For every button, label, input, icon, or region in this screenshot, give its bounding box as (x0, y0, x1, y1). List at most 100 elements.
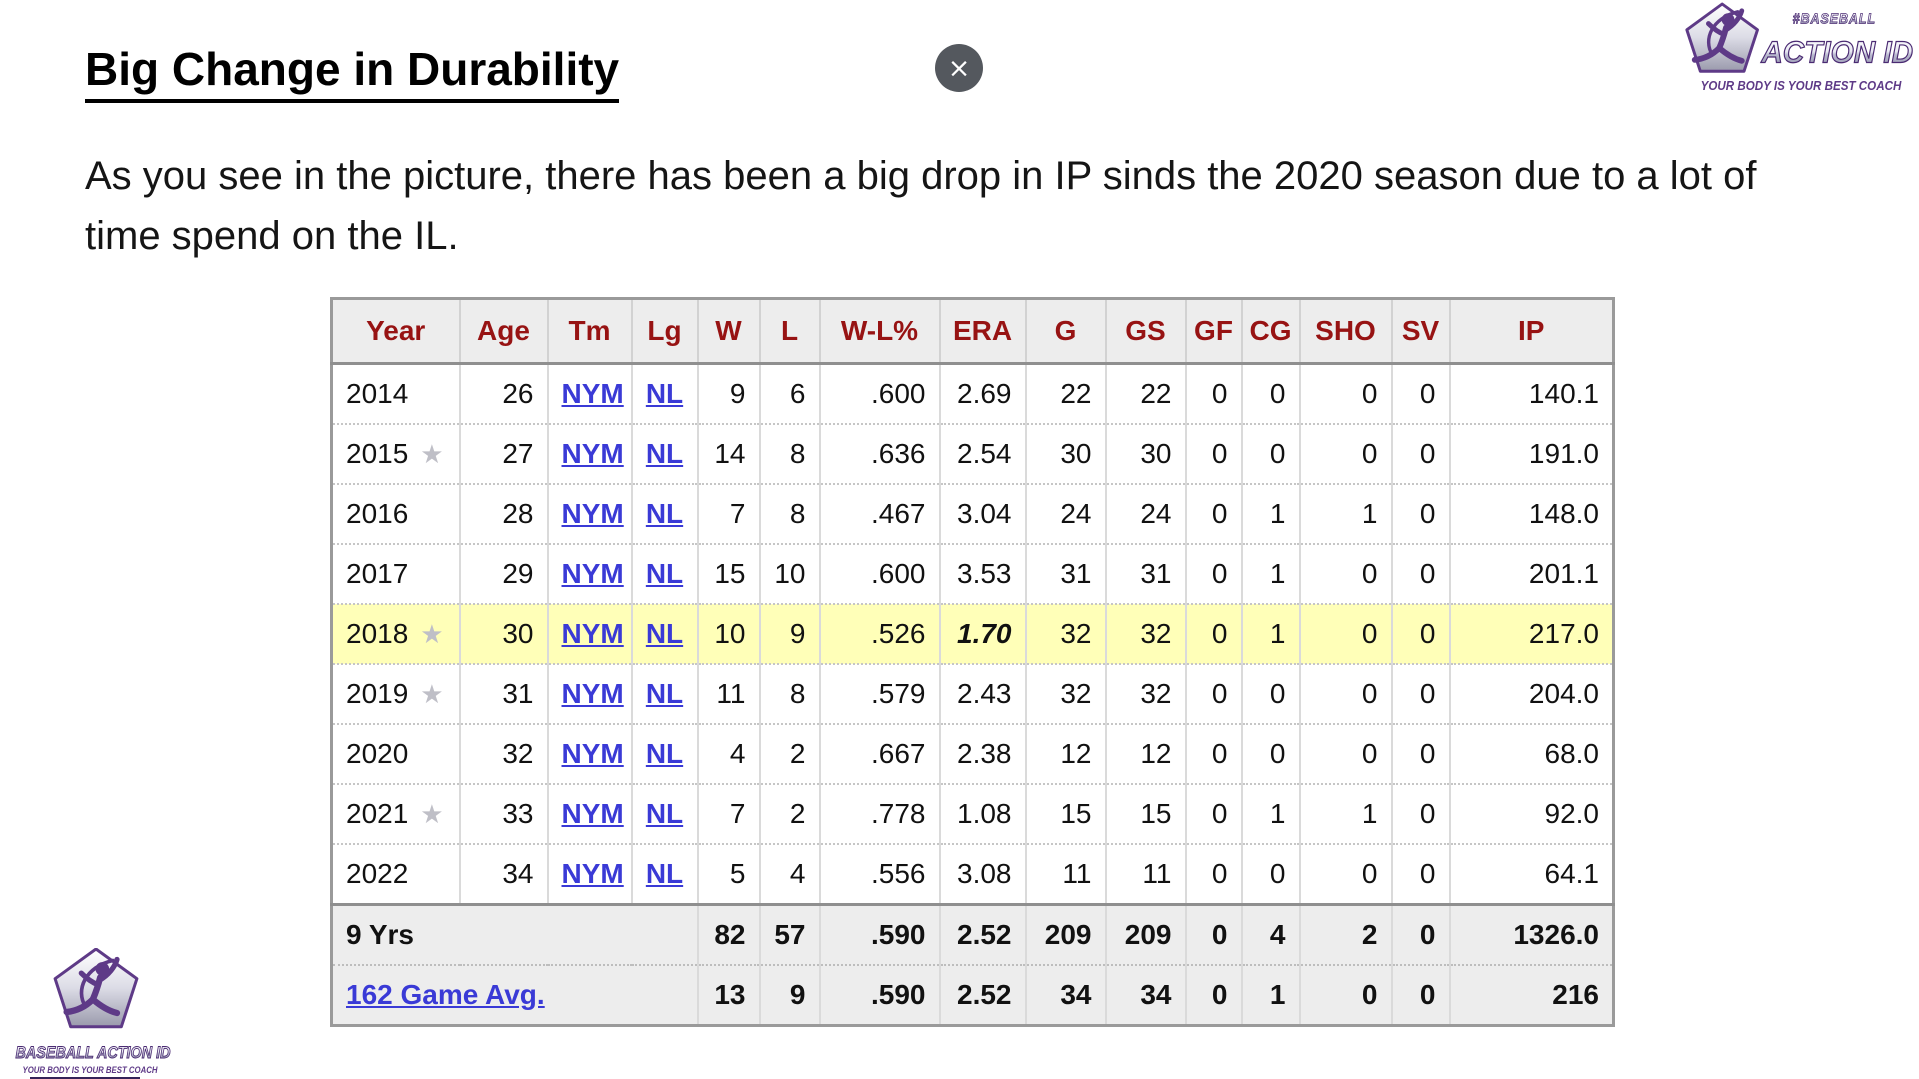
age-cell: 27 (459, 423, 549, 484)
gf-cell: 0 (1185, 423, 1243, 484)
l-cell: 8 (759, 663, 821, 724)
sv-cell: 0 (1391, 783, 1451, 844)
w-cell: 7 (697, 483, 761, 544)
era-cell: 2.54 (939, 423, 1027, 484)
logo-tagline-text: YOUR BODY IS YOUR BEST COACH (23, 1065, 159, 1076)
team-link[interactable]: NYM (561, 378, 624, 409)
age-cell: 26 (459, 363, 549, 424)
team-link[interactable]: NYM (561, 438, 624, 469)
sv-cell: 0 (1391, 603, 1451, 664)
column-header-sv: SV (1391, 298, 1451, 365)
sv-cell: 0 (1391, 843, 1451, 905)
cg-cell: 0 (1241, 663, 1301, 724)
g-cell: 22 (1025, 363, 1107, 424)
sv-cell: 0 (1391, 483, 1451, 544)
sho-cell: 0 (1299, 843, 1393, 905)
league-link[interactable]: NL (645, 438, 684, 469)
era-cell: 3.53 (939, 543, 1027, 604)
cg-cell: 0 (1241, 423, 1301, 484)
age-cell: 32 (459, 723, 549, 784)
league-cell: NL (631, 483, 699, 544)
year-cell: 2018 ★ (331, 603, 461, 664)
league-link[interactable]: NL (645, 378, 684, 409)
gf-cell: 0 (1185, 903, 1243, 965)
sho-cell: 0 (1299, 663, 1393, 724)
league-link[interactable]: NL (645, 558, 684, 589)
year-label: 2022 (346, 858, 409, 889)
era-cell: 2.38 (939, 723, 1027, 784)
gf-cell: 0 (1185, 363, 1243, 424)
season-row-2022: 2022 34 NYM NL 5 4.556 3.08 11 11 0 0 0 0 64.1 (331, 843, 1615, 905)
ip-cell: 191.0 (1449, 423, 1615, 484)
wl-cell: .467 (819, 483, 941, 544)
all-star-icon: ★ (420, 799, 444, 829)
team-link[interactable]: NYM (561, 738, 624, 769)
team-link[interactable]: NYM (561, 558, 624, 589)
ip-cell: 140.1 (1449, 363, 1615, 424)
gf-cell: 0 (1185, 543, 1243, 604)
gf-cell: 0 (1185, 723, 1243, 784)
era-cell: 3.08 (939, 843, 1027, 905)
team-cell: NYM (547, 663, 633, 724)
sho-cell: 0 (1299, 723, 1393, 784)
intro-text: As you see in the picture, there has bee… (85, 146, 1757, 266)
w-cell: 82 (697, 903, 761, 965)
g-cell: 11 (1025, 843, 1107, 905)
season-row-2017: 2017 29 NYM NL 15 10.600 3.53 31 31 0 1 0 0 201.1 (331, 543, 1615, 604)
year-label: 2015 (346, 438, 409, 469)
league-cell: NL (631, 423, 699, 484)
wl-cell: .600 (819, 543, 941, 604)
w-cell: 4 (697, 723, 761, 784)
league-link[interactable]: NL (645, 498, 684, 529)
gf-cell: 0 (1185, 663, 1243, 724)
league-link[interactable]: NL (645, 798, 684, 829)
l-cell: 2 (759, 783, 821, 844)
era-cell: 2.43 (939, 663, 1027, 724)
era-cell: 2.69 (939, 363, 1027, 424)
close-button[interactable]: × (935, 44, 983, 92)
year-label: 2016 (346, 498, 409, 529)
season-row-2016: 2016 28 NYM NL 7 8.467 3.04 24 24 0 1 1 0 148.0 (331, 483, 1615, 544)
league-link[interactable]: NL (645, 858, 684, 889)
league-link[interactable]: NL (645, 678, 684, 709)
ip-cell: 68.0 (1449, 723, 1615, 784)
year-cell: 2022 (331, 843, 461, 905)
league-cell: NL (631, 663, 699, 724)
sv-cell: 0 (1391, 663, 1451, 724)
logo-tagline-text: YOUR BODY IS YOUR BEST COACH (1701, 78, 1902, 93)
era-cell: 2.52 (939, 964, 1027, 1026)
ip-cell: 92.0 (1449, 783, 1615, 844)
team-link[interactable]: NYM (561, 618, 624, 649)
gf-cell: 0 (1185, 603, 1243, 664)
gs-cell: 12 (1105, 723, 1187, 784)
age-cell: 31 (459, 663, 549, 724)
team-link[interactable]: NYM (561, 858, 624, 889)
l-cell: 6 (759, 363, 821, 424)
sho-cell: 1 (1299, 783, 1393, 844)
all-star-icon: ★ (420, 679, 444, 709)
team-cell: NYM (547, 423, 633, 484)
team-link[interactable]: NYM (561, 798, 624, 829)
season-row-2021: 2021 ★ 33 NYM NL 7 2.778 1.08 15 15 0 1 1 0 92.0 (331, 783, 1615, 844)
year-label: 2020 (346, 738, 409, 769)
team-cell: NYM (547, 363, 633, 424)
sv-cell: 0 (1391, 964, 1451, 1026)
l-cell: 10 (759, 543, 821, 604)
era-cell: 1.08 (939, 783, 1027, 844)
g-cell: 15 (1025, 783, 1107, 844)
column-header-g: G (1025, 298, 1107, 365)
wl-cell: .526 (819, 603, 941, 664)
column-header-sho: SHO (1299, 298, 1393, 365)
ip-cell: 1326.0 (1449, 903, 1615, 965)
league-link[interactable]: NL (645, 618, 684, 649)
pitching-stats-table: Year Age Tm Lg W L W-L% ERA G GS GF CG SHO SV IP 2014 2… (330, 297, 1615, 1027)
team-link[interactable]: NYM (561, 678, 624, 709)
column-header-w: W (697, 298, 761, 365)
cg-cell: 0 (1241, 363, 1301, 424)
sho-cell: 1 (1299, 483, 1393, 544)
league-link[interactable]: NL (645, 738, 684, 769)
gs-cell: 32 (1105, 603, 1187, 664)
close-icon: × (947, 52, 971, 84)
team-link[interactable]: NYM (561, 498, 624, 529)
game-avg-link[interactable]: 162 Game Avg. (346, 979, 545, 1010)
